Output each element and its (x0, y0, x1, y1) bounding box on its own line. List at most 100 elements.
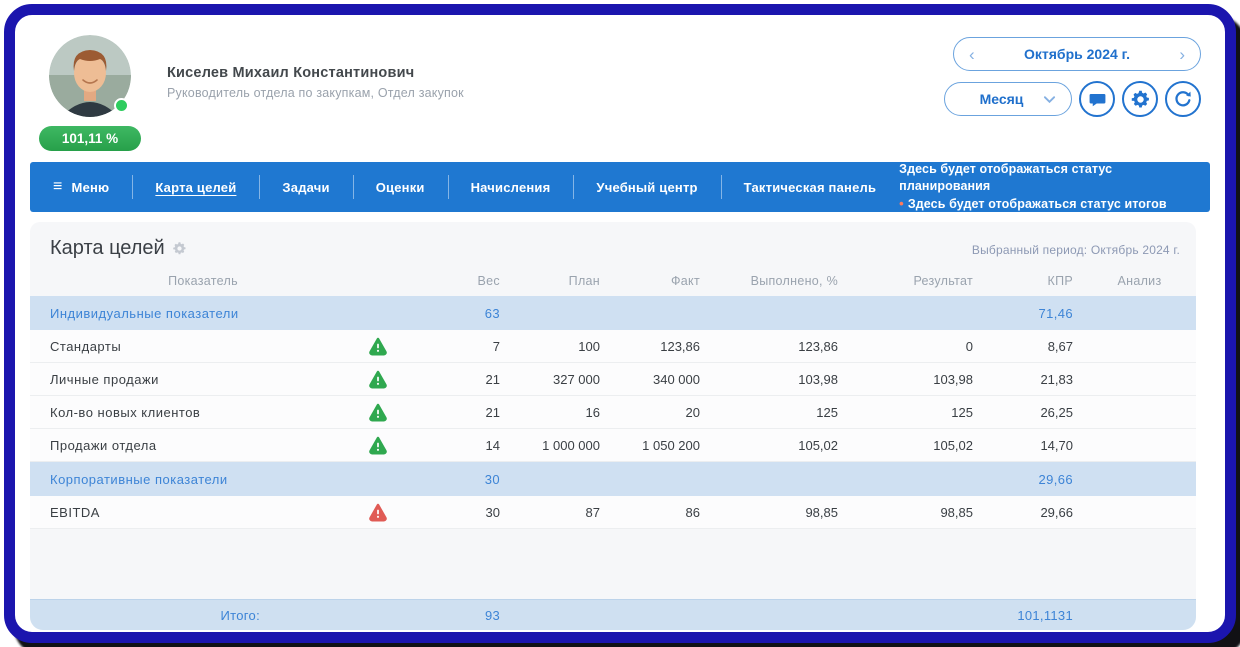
status-alert-icon (368, 502, 388, 522)
cell-weight: 7 (493, 339, 510, 354)
user-role: Руководитель отдела по закупкам, Отдел з… (167, 86, 464, 100)
next-period-button[interactable]: › (1177, 46, 1187, 63)
col-header-result: Результат (913, 274, 983, 288)
col-header-kpr: КПР (1047, 274, 1083, 288)
nav-item-label: Задачи (282, 180, 329, 195)
nav-item-tactical-panel[interactable]: Тактическая панель (721, 162, 900, 212)
total-row: Итого: 93 101,1131 (30, 599, 1196, 630)
app-window: 101,11 % Киселев Михаил Константинович Р… (0, 0, 1240, 647)
row-name: Личные продажи (30, 372, 340, 387)
section-row[interactable]: Корпоративные показатели 30 29,66 (30, 462, 1196, 496)
cell-plan: 1 000 000 (542, 438, 610, 453)
chat-icon (1088, 90, 1107, 109)
cell-done-percent: 125 (816, 405, 848, 420)
period-selector[interactable]: ‹ Октябрь 2024 г. › (953, 37, 1201, 71)
row-name: EBITDA (30, 505, 340, 520)
nav-item-label: Учебный центр (596, 180, 697, 195)
table-row[interactable]: Продажи отдела 14 1 000 000 1 050 200 105,02… (30, 429, 1196, 462)
total-weight: 93 (485, 608, 510, 623)
cell-kpr: 26,25 (1040, 405, 1083, 420)
nav-item-grades[interactable]: Оценки (353, 162, 448, 212)
cell-done-percent: 105,02 (798, 438, 848, 453)
cell-plan: 327 000 (553, 372, 610, 387)
refresh-icon (1173, 89, 1193, 109)
user-block: 101,11 % Киселев Михаил Константинович Р… (31, 35, 464, 151)
granularity-select[interactable]: Месяц (944, 82, 1072, 116)
refresh-button[interactable] (1165, 81, 1201, 117)
score-badge: 101,11 % (39, 126, 141, 151)
status-bullet-icon: • (899, 196, 904, 211)
row-name: Индивидуальные показатели (30, 306, 340, 321)
prev-period-button[interactable]: ‹ (967, 46, 977, 63)
panel-settings-icon[interactable] (172, 241, 187, 256)
table-row[interactable]: EBITDA30878698,8598,8529,66 (30, 496, 1196, 529)
total-label: Итого: (221, 608, 340, 623)
row-name: Кол-во новых клиентов (30, 405, 340, 420)
col-header-weight: Вес (478, 274, 510, 288)
cell-plan: 16 (586, 405, 610, 420)
status-ok-icon (368, 402, 388, 422)
col-header-fact: Факт (671, 274, 710, 288)
navbar-items: ≡Меню Карта целей Задачи Оценки Начисления Уч… (30, 162, 899, 212)
planning-status-text: Здесь будет отображаться статус планиров… (899, 161, 1198, 195)
cell-result: 103,98 (933, 372, 983, 387)
nav-item-label: Начисления (471, 180, 551, 195)
col-header-plan: План (569, 274, 610, 288)
goal-map-panel: Карта целей Выбранный период: Октябрь 20… (30, 222, 1196, 630)
nav-item-learning-center[interactable]: Учебный центр (573, 162, 720, 212)
cell-kpr: 14,70 (1040, 438, 1083, 453)
period-label: Октябрь 2024 г. (1024, 46, 1130, 62)
row-name: Продажи отдела (30, 438, 340, 453)
cell-done-percent: 98,85 (805, 505, 848, 520)
navbar: ≡Меню Карта целей Задачи Оценки Начисления Уч… (30, 162, 1210, 212)
chevron-down-icon (1043, 95, 1056, 104)
nav-item-goal-map[interactable]: Карта целей (132, 162, 259, 212)
col-header-analysis: Анализ (1118, 274, 1162, 288)
cell-plan: 100 (578, 339, 610, 354)
user-name: Киселев Михаил Константинович (167, 65, 464, 81)
cell-weight: 30 (486, 505, 510, 520)
avatar[interactable] (49, 35, 131, 117)
nav-item-menu[interactable]: ≡Меню (30, 162, 132, 212)
cell-fact: 86 (686, 505, 710, 520)
comments-button[interactable] (1079, 81, 1115, 117)
table-row[interactable]: Стандарты7100123,86123,8608,67 (30, 330, 1196, 363)
table-row[interactable]: Кол-во новых клиентов21162012512526,25 (30, 396, 1196, 429)
granularity-label: Месяц (960, 91, 1043, 107)
settings-button[interactable] (1122, 81, 1158, 117)
nav-item-tasks[interactable]: Задачи (259, 162, 352, 212)
cell-weight: 63 (485, 306, 510, 321)
cell-kpr: 71,46 (1038, 306, 1083, 321)
cell-weight: 21 (486, 372, 510, 387)
section-row[interactable]: Индивидуальные показатели 63 71,46 (30, 296, 1196, 330)
nav-item-label: Тактическая панель (744, 180, 877, 195)
cell-done-percent: 123,86 (798, 339, 848, 354)
app-frame: 101,11 % Киселев Михаил Константинович Р… (4, 4, 1236, 643)
cell-plan: 87 (586, 505, 610, 520)
selected-period-note: Выбранный период: Октябрь 2024 г. (972, 243, 1180, 257)
total-kpr: 101,1131 (1017, 608, 1083, 623)
cell-weight: 30 (485, 472, 510, 487)
table-header: Показатель Вес План Факт Выполнено, % Результ… (30, 266, 1196, 296)
cell-result: 98,85 (940, 505, 983, 520)
table-row[interactable]: Личные продажи21327 000340 000103,98103,… (30, 363, 1196, 396)
nav-item-label: Меню (72, 180, 110, 195)
nav-item-accruals[interactable]: Начисления (448, 162, 574, 212)
col-header-indicator: Показатель (168, 274, 238, 288)
cell-result: 125 (951, 405, 983, 420)
cell-fact: 123,86 (660, 339, 710, 354)
row-name: Корпоративные показатели (30, 472, 340, 487)
cell-kpr: 21,83 (1040, 372, 1083, 387)
status-ok-icon (368, 336, 388, 356)
gear-icon (1130, 89, 1151, 110)
nav-item-label: Карта целей (155, 180, 236, 195)
header-controls: ‹ Октябрь 2024 г. › Месяц (944, 37, 1201, 117)
col-header-done-percent: Выполнено, % (751, 274, 848, 288)
cell-fact: 1 050 200 (642, 438, 710, 453)
cell-kpr: 29,66 (1038, 472, 1083, 487)
nav-item-label: Оценки (376, 180, 425, 195)
navbar-status: Здесь будет отображаться статус планиров… (899, 162, 1210, 212)
table-body: Индивидуальные показатели6371,46Стандарт… (30, 296, 1196, 529)
cell-weight: 14 (486, 438, 510, 453)
cell-done-percent: 103,98 (798, 372, 848, 387)
